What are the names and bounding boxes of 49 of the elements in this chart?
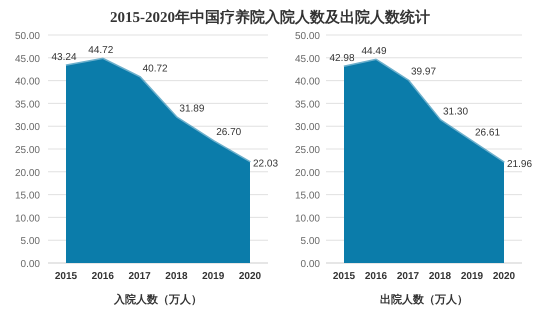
text: 22.03 <box>253 158 278 170</box>
x-tick-label: 2015 <box>332 271 356 282</box>
x-tick-label: 2019 <box>202 271 225 282</box>
y-tick-label: 50.00 <box>14 31 40 42</box>
y-tick-label: 40.00 <box>14 76 40 88</box>
text: 42.98 <box>329 53 355 64</box>
x-tick-label: 2020 <box>492 271 516 282</box>
y-tick-label: 0.00 <box>300 259 320 270</box>
y-tick-label: 35.00 <box>294 99 320 110</box>
x-tick-label: 2018 <box>428 271 452 282</box>
y-tick-label: 10.00 <box>294 213 320 224</box>
x-tick-label: 2019 <box>460 271 484 282</box>
text: 21.96 <box>507 158 532 170</box>
text: 44.72 <box>88 45 114 56</box>
text: 40.72 <box>142 63 168 74</box>
y-tick-label: 25.00 <box>294 145 320 156</box>
text: 26.70 <box>216 127 242 138</box>
y-tick-label: 30.00 <box>14 122 40 134</box>
x-tick-label: 2016 <box>364 271 388 282</box>
x-axis-title: 入院人数（万人） <box>113 293 202 306</box>
y-tick-label: 5.00 <box>300 236 320 248</box>
y-tick-label: 50.00 <box>294 31 320 42</box>
y-tick-label: 15.00 <box>294 190 320 202</box>
text: 31.89 <box>179 104 204 115</box>
text: 31.30 <box>443 106 468 118</box>
x-tick-label: 2020 <box>238 271 262 282</box>
y-tick-label: 40.00 <box>294 76 320 88</box>
chart-title: 2015-2020年中国疗养院入院人数及出院人数统计 <box>110 8 430 26</box>
y-tick-label: 10.00 <box>14 213 40 224</box>
y-tick-label: 20.00 <box>294 168 320 179</box>
x-axis-title: 出院人数（万人） <box>380 293 468 306</box>
y-tick-label: 0.00 <box>20 259 40 270</box>
text: 26.61 <box>475 128 500 139</box>
text: 44.49 <box>361 46 387 58</box>
y-tick-label: 20.00 <box>14 168 40 179</box>
x-tick-label: 2016 <box>92 271 114 282</box>
y-tick-label: 35.00 <box>14 99 40 110</box>
x-tick-label: 2017 <box>396 271 420 282</box>
y-tick-label: 15.00 <box>14 190 40 202</box>
y-tick-label: 30.00 <box>294 122 320 134</box>
y-tick-label: 5.00 <box>20 236 40 248</box>
x-tick-label: 2018 <box>165 271 188 282</box>
x-tick-label: 2017 <box>128 271 152 282</box>
y-tick-label: 45.00 <box>14 54 40 65</box>
text: 39.97 <box>411 66 436 78</box>
y-tick-label: 25.00 <box>14 145 40 156</box>
y-tick-label: 45.00 <box>294 54 320 65</box>
text: 43.24 <box>51 52 77 63</box>
x-tick-label: 2015 <box>54 271 78 282</box>
